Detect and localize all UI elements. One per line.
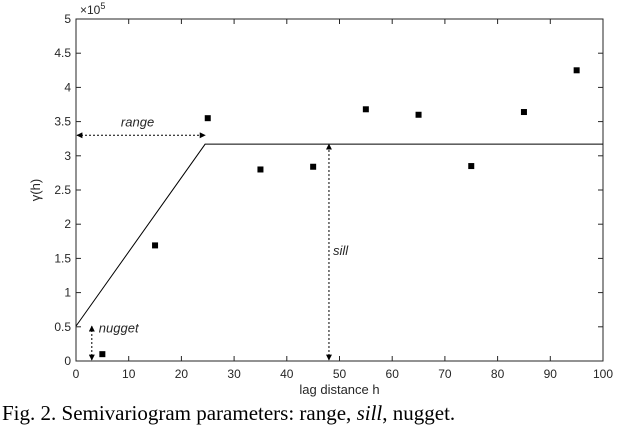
x-tick-label: 90 <box>544 367 558 381</box>
y-tick-label: 0.5 <box>54 320 71 334</box>
annotations: range sill nugget <box>76 114 349 361</box>
y-tick-label: 3 <box>64 149 71 163</box>
figure-caption: Fig. 2. Semivariogram parameters: range,… <box>0 400 634 432</box>
y-multiplier: ×105 <box>80 1 105 17</box>
data-point <box>257 166 264 173</box>
y-tick-label: 0 <box>64 354 71 368</box>
caption-prefix: Fig. 2. Semivariogram parameters: range, <box>2 401 357 425</box>
caption-italic: sill <box>356 401 383 425</box>
y-tick-label: 4 <box>64 80 71 94</box>
plot-area <box>75 18 604 362</box>
x-tick-label: 100 <box>593 367 613 381</box>
data-point <box>468 163 475 170</box>
x-axis-label: lag distance h <box>299 382 379 397</box>
x-tick-label: 30 <box>227 367 241 381</box>
y-tick-label: 3.5 <box>54 115 71 129</box>
x-tick-label: 10 <box>122 367 136 381</box>
y-axis-label: γ(h) <box>28 179 43 201</box>
data-point <box>573 67 580 74</box>
x-tick-label: 70 <box>438 367 452 381</box>
x-tick-label: 0 <box>73 367 80 381</box>
semivariogram-chart: 0 10 20 30 40 50 60 70 80 90 100 0 0.5 1 1.5 2 2.5 3 3.5 4… <box>28 1 613 397</box>
y-axis: 0 0.5 1 1.5 2 2.5 3 3.5 4 4.5 5 <box>54 12 603 368</box>
range-label: range <box>121 114 154 129</box>
x-axis: 0 10 20 30 40 50 60 70 80 90 100 <box>73 19 613 381</box>
nugget-label: nugget <box>99 320 140 335</box>
y-tick-label: 5 <box>64 12 71 26</box>
data-point <box>310 163 317 170</box>
x-tick-label: 80 <box>491 367 505 381</box>
data-point <box>152 242 159 249</box>
x-tick-label: 20 <box>175 367 189 381</box>
y-tick-label: 2.5 <box>54 183 71 197</box>
caption-suffix: , nugget. <box>382 401 456 425</box>
data-point <box>204 115 211 122</box>
data-point <box>362 106 369 113</box>
x-tick-label: 50 <box>333 367 347 381</box>
y-tick-label: 2 <box>64 217 71 231</box>
x-tick-label: 40 <box>280 367 294 381</box>
data-point <box>520 109 527 116</box>
y-tick-label: 1.5 <box>54 251 71 265</box>
data-point <box>415 111 422 118</box>
y-tick-label: 1 <box>64 286 71 300</box>
data-points <box>99 67 580 358</box>
y-tick-label: 4.5 <box>54 46 71 60</box>
x-tick-label: 60 <box>386 367 400 381</box>
model-line <box>75 143 603 327</box>
data-point <box>99 351 106 358</box>
sill-label: sill <box>333 243 349 258</box>
